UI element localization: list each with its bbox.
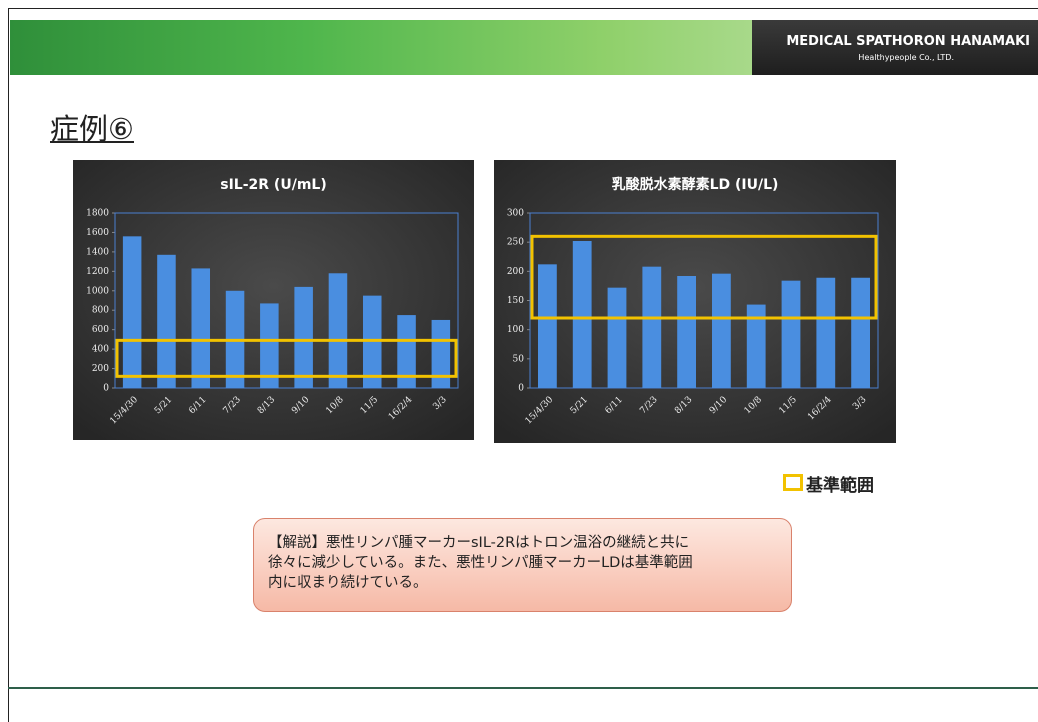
- comment-box: 【解説】悪性リンパ腫マーカーsIL-2Rはトロン温浴の継続と共に 徐々に減少してい…: [253, 518, 792, 612]
- legend-swatch: [783, 474, 803, 491]
- bottom-rule: [8, 687, 1038, 689]
- y-tick-label: 200: [507, 267, 524, 277]
- y-tick-label: 800: [92, 306, 109, 316]
- reference-range: [115, 338, 458, 378]
- company-sub: Healthypeople Co., LTD.: [858, 53, 954, 62]
- bar: [294, 286, 313, 388]
- bar: [816, 277, 836, 388]
- bar: [572, 241, 592, 388]
- legend-label: 基準範囲: [806, 476, 874, 496]
- bar: [122, 236, 142, 388]
- bar: [538, 264, 557, 388]
- plot-border: [114, 212, 459, 389]
- header-box: MEDICAL SPATHORON HANAMAKI Healthypeople…: [752, 20, 1038, 75]
- bar: [397, 315, 416, 388]
- y-tick-label: 1000: [86, 286, 109, 296]
- y-tick-label: 50: [513, 354, 525, 364]
- bar: [677, 276, 696, 388]
- reference-range: [530, 234, 878, 320]
- bar: [328, 273, 348, 388]
- chart-title: 乳酸脱水素酵素LD (IU/L): [612, 176, 779, 193]
- y-tick-label: 200: [92, 364, 109, 374]
- bar: [157, 254, 176, 388]
- company: MEDICAL SPATHORON HANAMAKI: [786, 34, 1030, 49]
- slide-title: 症例⑥: [50, 112, 134, 146]
- y-tick-label: 1600: [86, 228, 109, 238]
- y-tick-label: 100: [507, 325, 524, 335]
- plot-border: [529, 212, 879, 389]
- bar: [851, 277, 870, 388]
- chart-title: sIL-2R (U/mL): [220, 177, 326, 193]
- bar: [781, 280, 801, 388]
- bar: [642, 266, 662, 388]
- comment-line: 徐々に減少している。また、悪性リンパ腫マーカーLDは基準範囲: [268, 555, 693, 571]
- frame: [8, 8, 1038, 722]
- y-tick-label: 400: [92, 345, 109, 355]
- y-tick-label: 1400: [86, 247, 109, 257]
- bar: [431, 319, 451, 388]
- comment-line: 【解説】悪性リンパ腫マーカーsIL-2Rはトロン温浴の継続と共に: [268, 535, 690, 551]
- y-tick-label: 250: [507, 238, 524, 248]
- bar: [746, 304, 766, 388]
- bar: [607, 287, 627, 388]
- y-tick-label: 0: [103, 384, 109, 394]
- y-tick-label: 600: [92, 325, 109, 335]
- bar: [191, 268, 211, 388]
- y-tick-label: 150: [507, 296, 524, 306]
- y-tick-label: 1200: [86, 267, 109, 277]
- y-tick-label: 300: [507, 209, 524, 219]
- y-tick-label: 0: [518, 384, 524, 394]
- bar: [260, 303, 279, 388]
- bar: [712, 273, 731, 388]
- y-tick-label: 1800: [86, 209, 109, 219]
- chart: 乳酸脱水素酵素LD (IU/L)05010015020025030015/4/3…: [494, 160, 896, 443]
- chart: sIL-2R (U/mL) 0 200 400 600 800 1000 1200 1400 16…: [73, 160, 474, 440]
- green-bar: [10, 20, 752, 75]
- comment-line: 内に収まり続けている。: [268, 575, 428, 591]
